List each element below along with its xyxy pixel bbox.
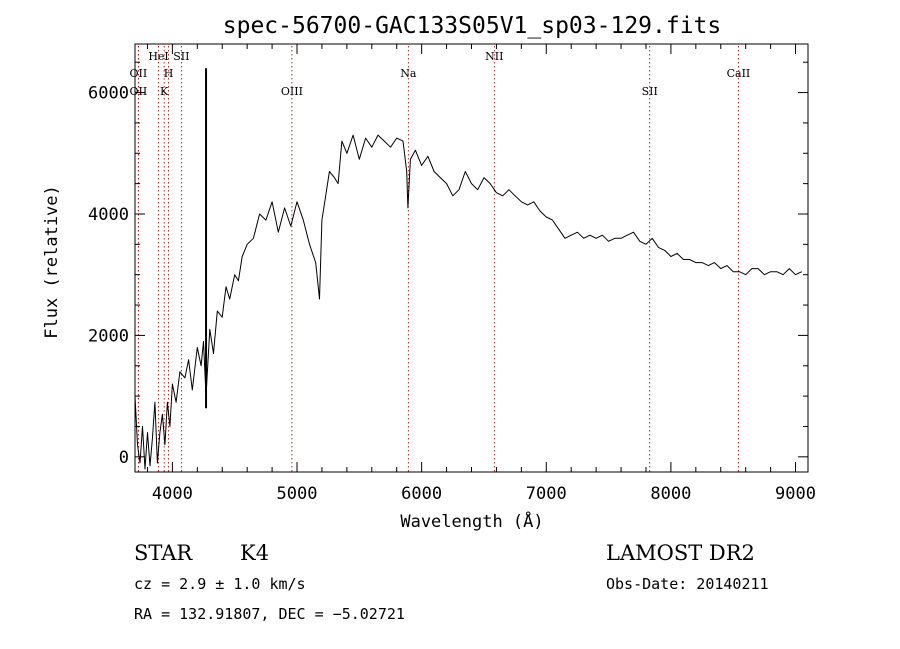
chart-title: spec-56700-GAC133S05V1_sp03-129.fits xyxy=(223,13,722,39)
marker-label-h: H xyxy=(164,67,174,80)
marker-label-caii: CaII xyxy=(727,67,751,80)
x-tick-label: 7000 xyxy=(526,484,567,504)
marker-label-oii: OII xyxy=(130,67,148,80)
axis-ticks: 4000 5000 6000 7000 8000 9000 0 2000 4000 6000 xyxy=(88,44,816,504)
plot-border xyxy=(134,43,809,473)
marker-label-na: Na xyxy=(400,67,417,80)
object-type: STAR xyxy=(134,541,193,565)
marker-label-sii: SII xyxy=(642,85,658,98)
y-tick-label: 2000 xyxy=(88,326,129,346)
observation-date: Obs-Date: 20140211 xyxy=(606,575,769,593)
marker-label-nii: NII xyxy=(485,50,503,63)
x-tick-label: 9000 xyxy=(775,484,816,504)
y-axis-label: Flux (relative) xyxy=(42,185,62,339)
x-tick-label: 5000 xyxy=(277,484,318,504)
y-tick-label: 0 xyxy=(119,448,129,468)
survey-name: LAMOST DR2 xyxy=(606,541,755,565)
coordinates-info: RA = 132.91807, DEC = −5.02721 xyxy=(134,605,405,623)
redshift-info: cz = 2.9 ± 1.0 km/s xyxy=(134,575,306,593)
spectrum-series xyxy=(134,68,803,470)
x-tick-label: 4000 xyxy=(152,484,193,504)
marker-label-hei: HeI xyxy=(148,50,168,63)
spectrum-line xyxy=(134,134,803,470)
y-tick-label: 6000 xyxy=(88,84,129,104)
marker-label-oiii: OIII xyxy=(281,85,303,98)
x-axis-label: Wavelength (Å) xyxy=(400,510,543,532)
y-tick-label: 4000 xyxy=(88,205,129,225)
x-tick-label: 8000 xyxy=(650,484,691,504)
x-tick-label: 6000 xyxy=(401,484,442,504)
marker-label-sii: SII xyxy=(173,50,189,63)
plot-frame xyxy=(134,43,809,473)
marker-label-k: K xyxy=(160,85,169,98)
marker-label-oii: OII xyxy=(130,85,148,98)
spectral-subclass: K4 xyxy=(240,541,270,565)
